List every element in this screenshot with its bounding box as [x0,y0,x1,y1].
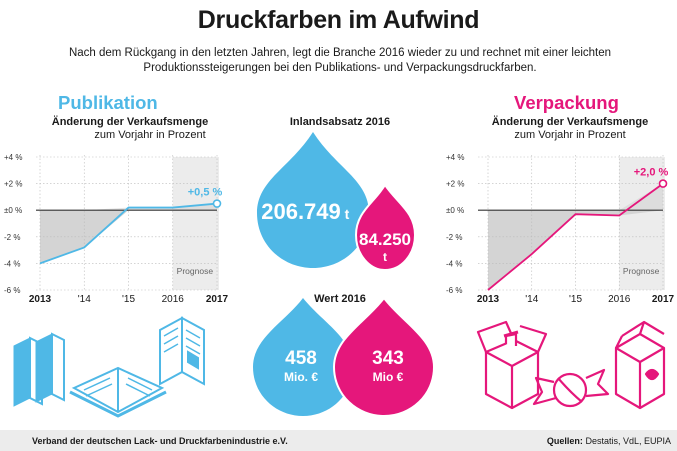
wert-blue-value: 458 [285,348,317,369]
page-subtitle: Nach dem Rückgang in den letzten Jahren,… [68,47,612,74]
publikation-x-tick-label: 2017 [206,294,229,305]
verpackung-chart-subheading: zum Vorjahr in Prozent [514,129,626,141]
verpackung-x-tick-label: '14 [525,294,538,305]
wert-pink-drop [332,296,436,418]
page-title: Druckfarben im Aufwind [197,6,480,34]
verpackung-y-tick-label: -6 % [446,286,462,295]
publikation-highlight-label: +0,5 % [188,187,223,199]
footer-sources-label: Quellen: [546,436,583,446]
publikation-chart: +4 % +2 % ±0 % -2 % -4 % -6 % 2013 '14 '15 2016 20… [4,153,229,305]
magazine-icon [69,366,167,418]
brochure-icon [159,316,205,386]
publikation-series-line [39,202,218,265]
publikation-chart-heading: Änderung der Verkaufsmenge [51,116,209,128]
candy-icon [532,368,610,408]
verpackung-prognose-area [619,157,665,290]
publikation-x-tick-label: 2013 [29,294,52,305]
wert-pink-unit: Mio € [373,370,404,384]
publikation-x-tick-label: 2016 [162,294,185,305]
verpackung-positive-area [488,183,663,211]
footer-sources: Quellen: Destatis, VdL, EUPIA [547,436,671,446]
publikation-prognose-label: Prognose [177,266,214,276]
verpackung-x-tick-label: 2013 [477,294,500,305]
inland-pink-value: 84.250 [359,230,411,249]
inland-pink-unit: t [383,250,387,264]
verpackung-prognose-label: Prognose [623,266,660,276]
inland-drops [257,132,417,272]
verpackung-y-tick-label: +4 % [446,153,464,162]
wert-blue-drop [253,298,353,416]
inland-blue-unit: t [345,206,350,222]
verpackung-title: Verpackung [514,92,619,113]
verpackung-x-tick-label: 2017 [652,294,675,305]
package-box-icon [476,320,548,410]
publikation-y-tick-label: +4 % [4,153,22,162]
footer-sources-text: Destatis, VdL, EUPIA [585,436,671,446]
verpackung-endpoint-marker [658,179,668,188]
publikation-negative-area [40,210,217,264]
publikation-y-tick-label: +2 % [4,180,22,189]
verpackung-chart: +4 % +2 % ±0 % -2 % -4 % -6 % 2013 '14 '15 2016 20… [446,153,675,305]
verpackung-x-tick-label: 2016 [608,294,631,305]
publikation-y-tick-label: -2 % [4,233,20,242]
inland-blue-drop [257,132,369,268]
verpackung-highlight-label: +2,0 % [634,167,669,179]
publikation-endpoint-marker [212,199,222,208]
publikation-y-tick-label: ±0 % [4,206,22,215]
inland-blue-value: 206.749 [261,199,341,224]
publikation-y-tick-label: -4 % [4,259,20,268]
footer-organisation: Verband der deutschen Lack- und Druckfar… [32,436,288,446]
inland-label: Inlandsabsatz 2016 [289,116,391,128]
publikation-prognose-area [172,157,219,290]
publikation-x-tick-label: '15 [122,294,135,305]
verpackung-x-tick-label: '15 [569,294,582,305]
books-icon [13,332,65,407]
inland-pink-drop [354,183,417,272]
milk-carton-icon [614,320,666,410]
footer-bar [0,430,677,451]
publikation-x-tick-label: '14 [78,294,91,305]
wert-drops [253,296,436,418]
wert-label: Wert 2016 [314,293,366,305]
verpackung-negative-area [488,210,663,290]
publikation-chart-subheading: zum Vorjahr in Prozent [94,129,206,141]
verpackung-y-tick-label: ±0 % [446,206,464,215]
publikation-title: Publikation [58,92,158,113]
verpackung-y-tick-label: +2 % [446,180,464,189]
publikation-y-tick-label: -6 % [4,286,20,295]
wert-blue-unit: Mio. € [284,370,318,384]
wert-pink-value: 343 [372,348,404,369]
verpackung-y-tick-label: -4 % [446,259,462,268]
verpackung-y-tick-label: -2 % [446,233,462,242]
verpackung-series-line [487,182,664,291]
verpackung-chart-heading: Änderung der Verkaufsmenge [491,116,649,128]
